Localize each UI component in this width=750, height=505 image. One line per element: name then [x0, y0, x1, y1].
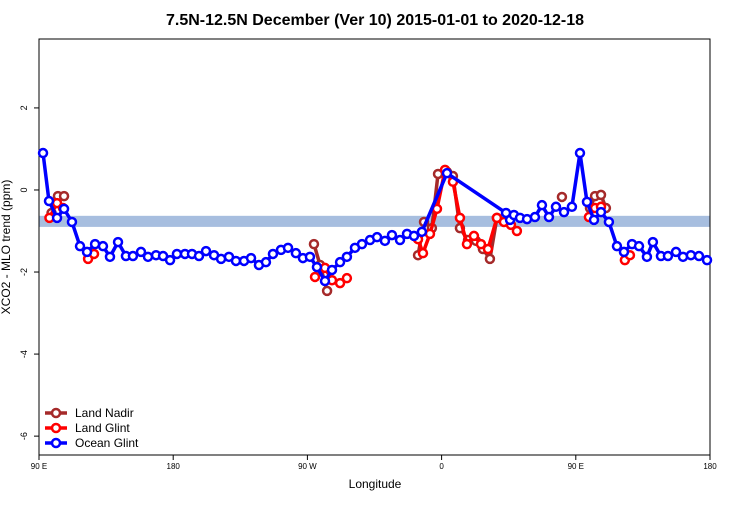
data-point [647, 236, 659, 248]
data-point [371, 231, 383, 243]
y-tick-label: -6 [19, 432, 29, 440]
data-point [304, 251, 316, 263]
data-point [536, 199, 548, 211]
y-tick-label: -4 [19, 350, 29, 358]
data-point [475, 238, 487, 250]
data-point [200, 245, 212, 257]
data-point [341, 272, 353, 284]
data-point [685, 249, 697, 261]
data-point [193, 250, 205, 262]
data-point [641, 251, 653, 263]
legend-label: Ocean Glint [75, 436, 139, 450]
data-point [482, 243, 494, 255]
data-point [633, 240, 645, 252]
data-point [164, 254, 176, 266]
x-tick-label: 180 [703, 462, 717, 471]
y-tick-label: 0 [19, 187, 29, 192]
data-point [511, 225, 523, 237]
x-tick-label: 90 E [31, 462, 47, 471]
data-point [670, 246, 682, 258]
data-point [595, 189, 607, 201]
data-point [588, 214, 600, 226]
data-point [66, 216, 78, 228]
x-tick-label: 180 [167, 462, 181, 471]
data-point [701, 254, 713, 266]
data-point [135, 246, 147, 258]
data-point [51, 212, 63, 224]
data-point [454, 212, 466, 224]
data-point [566, 201, 578, 213]
data-point [245, 252, 257, 264]
data-point [334, 277, 346, 289]
data-point [81, 246, 93, 258]
data-point [97, 240, 109, 252]
data-point [58, 203, 70, 215]
data-point [334, 256, 346, 268]
data-point [267, 248, 279, 260]
data-point [308, 238, 320, 250]
data-point [461, 238, 473, 250]
data-point [58, 190, 70, 202]
data-point [104, 251, 116, 263]
data-point [230, 255, 242, 267]
data-point [321, 285, 333, 297]
data-point [618, 246, 630, 258]
data-point [379, 235, 391, 247]
data-point [550, 201, 562, 213]
legend-label: Land Glint [75, 421, 130, 435]
data-point [581, 196, 593, 208]
data-point [558, 206, 570, 218]
data-point [319, 275, 331, 287]
data-point [127, 250, 139, 262]
legend-swatch-marker [50, 422, 62, 434]
data-point [282, 242, 294, 254]
data-point [43, 195, 55, 207]
data-point [341, 251, 353, 263]
data-point [74, 240, 86, 252]
data-point [416, 226, 428, 238]
y-tick-label: 2 [19, 105, 29, 110]
data-point [595, 206, 607, 218]
data-point [441, 167, 453, 179]
data-point [556, 191, 568, 203]
data-point [408, 230, 420, 242]
data-point [326, 264, 338, 276]
data-point [112, 236, 124, 248]
data-point [611, 240, 623, 252]
data-point [417, 247, 429, 259]
data-point [356, 238, 368, 250]
legend-swatch-marker [50, 407, 62, 419]
data-point [311, 261, 323, 273]
data-point [309, 271, 321, 283]
data-point [529, 211, 541, 223]
y-axis-label: XCO2 - MLO trend (ppm) [0, 180, 13, 315]
data-point [662, 250, 674, 262]
legend-label: Land Nadir [75, 406, 134, 420]
x-tick-label: 90 W [298, 462, 317, 471]
x-axis-label: Longitude [349, 477, 402, 491]
legend-swatch-marker [50, 437, 62, 449]
data-point [37, 147, 49, 159]
plot-frame [38, 38, 711, 456]
data-point [386, 229, 398, 241]
data-point [424, 228, 436, 240]
data-point [543, 211, 555, 223]
chart-title: 7.5N-12.5N December (Ver 10) 2015-01-01 … [166, 12, 584, 29]
data-point [468, 230, 480, 242]
data-point [574, 147, 586, 159]
data-point [142, 251, 154, 263]
x-tick-label: 0 [439, 462, 444, 471]
data-point [484, 253, 496, 265]
data-point [290, 247, 302, 259]
x-tick-label: 90 E [568, 462, 584, 471]
data-point [260, 256, 272, 268]
data-point [693, 250, 705, 262]
y-tick-label: -2 [19, 268, 29, 276]
reference-band [39, 215, 710, 227]
data-point [603, 216, 615, 228]
data-point [171, 248, 183, 260]
data-point [394, 234, 406, 246]
